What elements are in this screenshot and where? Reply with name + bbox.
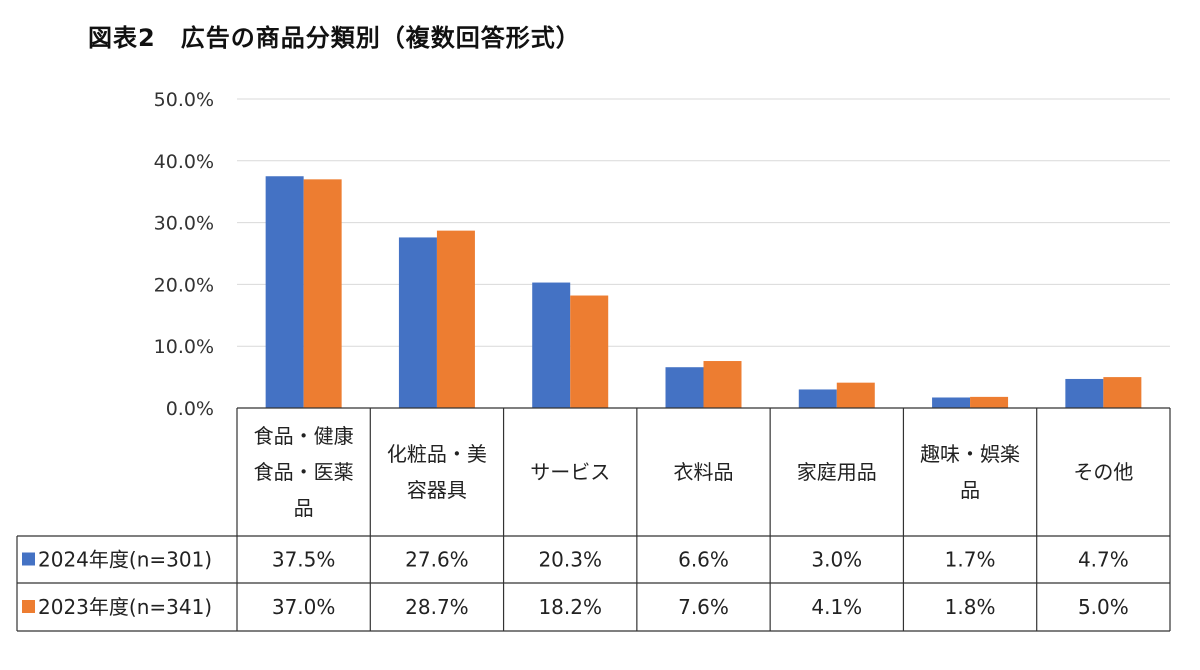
category-label: 衣料品 bbox=[674, 460, 734, 484]
data-label: 20.3% bbox=[538, 548, 602, 572]
bar-2024 bbox=[1065, 378, 1104, 408]
legend-label-2024: 2024年度(n=301) bbox=[38, 548, 212, 572]
category-label: 家庭用品 bbox=[797, 460, 877, 484]
data-label: 5.0% bbox=[1078, 595, 1129, 619]
bar-2023 bbox=[303, 179, 342, 408]
category-label: サービス bbox=[530, 460, 610, 484]
y-tick-label: 30.0% bbox=[154, 213, 214, 235]
bar-2024 bbox=[398, 237, 437, 408]
y-tick-label: 50.0% bbox=[154, 89, 214, 111]
category-label: 品 bbox=[960, 478, 980, 502]
chart-title: 図表2 広告の商品分類別（複数回答形式） bbox=[88, 24, 581, 52]
data-label: 28.7% bbox=[405, 595, 469, 619]
category-label: 化粧品・美 bbox=[387, 442, 487, 466]
bar-2024 bbox=[265, 176, 304, 408]
y-tick-label: 40.0% bbox=[154, 151, 214, 173]
data-label: 27.6% bbox=[405, 548, 469, 572]
bar-2023 bbox=[1103, 377, 1142, 408]
data-label: 37.5% bbox=[272, 548, 336, 572]
data-label: 4.7% bbox=[1078, 548, 1129, 572]
category-label: 食品・健康 bbox=[254, 424, 354, 448]
data-label: 18.2% bbox=[538, 595, 602, 619]
category-label: 容器具 bbox=[407, 478, 467, 502]
data-label: 1.8% bbox=[945, 595, 996, 619]
data-label: 37.0% bbox=[272, 595, 336, 619]
y-tick-label: 10.0% bbox=[154, 336, 214, 358]
bar-2023 bbox=[970, 396, 1009, 408]
y-tick-label: 0.0% bbox=[166, 398, 214, 420]
bar-2024 bbox=[798, 389, 837, 408]
category-label: 食品・医薬 bbox=[254, 460, 354, 484]
bar-2023 bbox=[570, 295, 609, 408]
data-label: 6.6% bbox=[678, 548, 729, 572]
bar-2023 bbox=[836, 382, 875, 408]
bar-2024 bbox=[932, 397, 971, 408]
bar-2023 bbox=[436, 230, 475, 408]
bar-2024 bbox=[665, 367, 704, 408]
data-label: 3.0% bbox=[811, 548, 862, 572]
legend-swatch-2023 bbox=[22, 600, 35, 613]
data-label: 1.7% bbox=[945, 548, 996, 572]
data-label: 7.6% bbox=[678, 595, 729, 619]
legend-swatch-2024 bbox=[22, 552, 35, 566]
legend-label-2023: 2023年度(n=341) bbox=[38, 595, 212, 619]
bar-2024 bbox=[532, 282, 571, 408]
category-label: 品 bbox=[294, 496, 314, 520]
bar-2023 bbox=[703, 361, 742, 408]
y-tick-label: 20.0% bbox=[154, 274, 214, 296]
category-label: 趣味・娯楽 bbox=[920, 442, 1020, 466]
data-label: 4.1% bbox=[811, 595, 862, 619]
category-label: その他 bbox=[1073, 460, 1133, 484]
